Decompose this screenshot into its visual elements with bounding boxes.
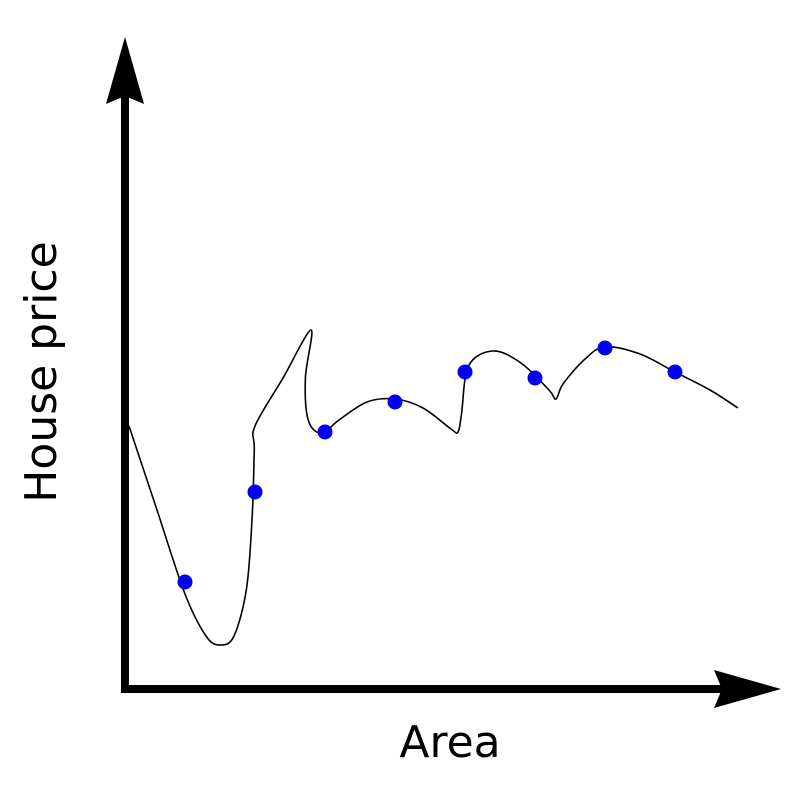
fitted-curve-layer <box>128 329 739 646</box>
fitted-curve <box>128 329 739 646</box>
data-point <box>387 394 403 410</box>
data-points-layer <box>177 340 683 590</box>
x-axis-arrow <box>714 670 781 708</box>
data-point <box>597 340 613 356</box>
data-point <box>667 364 683 380</box>
data-point <box>457 364 473 380</box>
y-axis-label: House price <box>16 241 67 502</box>
data-point <box>177 574 193 590</box>
data-point <box>247 484 263 500</box>
data-point <box>527 370 543 386</box>
data-point <box>317 424 333 440</box>
y-axis-arrow <box>106 37 144 104</box>
x-axis-label: Area <box>399 717 500 768</box>
